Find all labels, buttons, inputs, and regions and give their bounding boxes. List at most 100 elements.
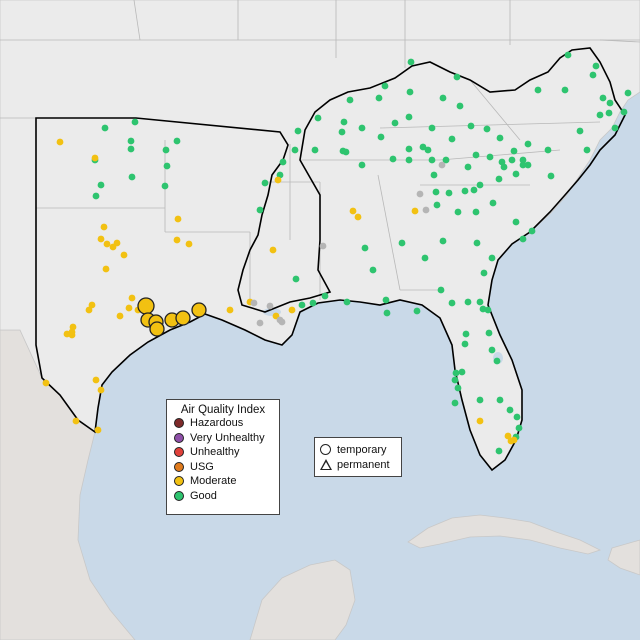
- station-marker[interactable]: [451, 399, 459, 407]
- station-marker[interactable]: [485, 329, 493, 337]
- station-marker[interactable]: [442, 156, 450, 164]
- station-marker[interactable]: [473, 239, 481, 247]
- station-marker[interactable]: [97, 235, 105, 243]
- station-marker[interactable]: [596, 111, 604, 119]
- station-marker[interactable]: [391, 119, 399, 127]
- station-marker[interactable]: [411, 207, 419, 215]
- station-marker[interactable]: [375, 94, 383, 102]
- station-marker[interactable]: [472, 151, 480, 159]
- station-marker[interactable]: [500, 163, 508, 171]
- station-marker[interactable]: [476, 181, 484, 189]
- station-marker[interactable]: [88, 301, 96, 309]
- station-marker[interactable]: [407, 58, 415, 66]
- station-marker[interactable]: [191, 302, 207, 318]
- station-marker[interactable]: [173, 137, 181, 145]
- station-marker[interactable]: [185, 240, 193, 248]
- station-marker[interactable]: [97, 386, 105, 394]
- station-marker[interactable]: [454, 208, 462, 216]
- station-marker[interactable]: [476, 396, 484, 404]
- station-marker[interactable]: [430, 171, 438, 179]
- station-marker[interactable]: [461, 187, 469, 195]
- station-marker[interactable]: [583, 146, 591, 154]
- station-marker[interactable]: [496, 396, 504, 404]
- station-marker[interactable]: [72, 417, 80, 425]
- station-marker[interactable]: [276, 316, 284, 324]
- station-marker[interactable]: [85, 306, 93, 314]
- station-marker[interactable]: [125, 304, 133, 312]
- station-marker[interactable]: [416, 190, 424, 198]
- station-marker[interactable]: [100, 223, 108, 231]
- station-marker[interactable]: [161, 182, 169, 190]
- station-marker[interactable]: [162, 146, 170, 154]
- station-marker[interactable]: [406, 88, 414, 96]
- station-marker[interactable]: [508, 156, 516, 164]
- station-marker[interactable]: [524, 161, 532, 169]
- station-marker[interactable]: [534, 86, 542, 94]
- station-marker[interactable]: [493, 357, 501, 365]
- station-marker[interactable]: [589, 71, 597, 79]
- station-marker[interactable]: [358, 124, 366, 132]
- station-marker[interactable]: [488, 254, 496, 262]
- station-marker[interactable]: [448, 135, 456, 143]
- station-marker[interactable]: [467, 122, 475, 130]
- station-marker[interactable]: [519, 235, 527, 243]
- station-marker[interactable]: [456, 102, 464, 110]
- station-marker[interactable]: [453, 73, 461, 81]
- station-marker[interactable]: [451, 376, 459, 384]
- station-marker[interactable]: [389, 155, 397, 163]
- station-marker[interactable]: [495, 447, 503, 455]
- station-marker[interactable]: [513, 413, 521, 421]
- station-marker[interactable]: [519, 161, 527, 169]
- station-marker[interactable]: [592, 62, 600, 70]
- station-marker[interactable]: [343, 298, 351, 306]
- station-marker[interactable]: [464, 298, 472, 306]
- station-marker[interactable]: [510, 436, 518, 444]
- station-marker[interactable]: [547, 172, 555, 180]
- station-marker[interactable]: [266, 302, 274, 310]
- station-marker[interactable]: [448, 299, 456, 307]
- station-marker[interactable]: [97, 181, 105, 189]
- station-marker[interactable]: [439, 94, 447, 102]
- station-marker[interactable]: [424, 146, 432, 154]
- station-marker[interactable]: [256, 206, 264, 214]
- station-marker[interactable]: [605, 109, 613, 117]
- station-marker[interactable]: [69, 323, 77, 331]
- station-marker[interactable]: [342, 148, 350, 156]
- station-marker[interactable]: [92, 376, 100, 384]
- station-marker[interactable]: [173, 236, 181, 244]
- station-marker[interactable]: [102, 265, 110, 273]
- station-marker[interactable]: [454, 384, 462, 392]
- station-marker[interactable]: [483, 125, 491, 133]
- station-marker[interactable]: [298, 301, 306, 309]
- station-marker[interactable]: [576, 127, 584, 135]
- station-marker[interactable]: [495, 175, 503, 183]
- station-marker[interactable]: [620, 108, 628, 116]
- station-marker[interactable]: [321, 292, 329, 300]
- station-marker[interactable]: [131, 118, 139, 126]
- station-marker[interactable]: [439, 237, 447, 245]
- station-marker[interactable]: [314, 114, 322, 122]
- station-marker[interactable]: [94, 426, 102, 434]
- station-marker[interactable]: [564, 51, 572, 59]
- station-marker[interactable]: [382, 296, 390, 304]
- station-marker[interactable]: [488, 346, 496, 354]
- station-marker[interactable]: [504, 432, 512, 440]
- station-marker[interactable]: [433, 201, 441, 209]
- station-marker[interactable]: [428, 156, 436, 164]
- station-marker[interactable]: [42, 379, 50, 387]
- station-marker[interactable]: [432, 188, 440, 196]
- station-marker[interactable]: [92, 192, 100, 200]
- station-marker[interactable]: [486, 153, 494, 161]
- station-marker[interactable]: [422, 206, 430, 214]
- station-marker[interactable]: [464, 163, 472, 171]
- station-marker[interactable]: [319, 242, 327, 250]
- station-marker[interactable]: [381, 82, 389, 90]
- station-marker[interactable]: [461, 340, 469, 348]
- station-marker[interactable]: [377, 133, 385, 141]
- station-marker[interactable]: [405, 113, 413, 121]
- station-marker[interactable]: [338, 128, 346, 136]
- station-marker[interactable]: [428, 124, 436, 132]
- station-marker[interactable]: [274, 176, 282, 184]
- station-marker[interactable]: [340, 118, 348, 126]
- station-marker[interactable]: [484, 306, 492, 314]
